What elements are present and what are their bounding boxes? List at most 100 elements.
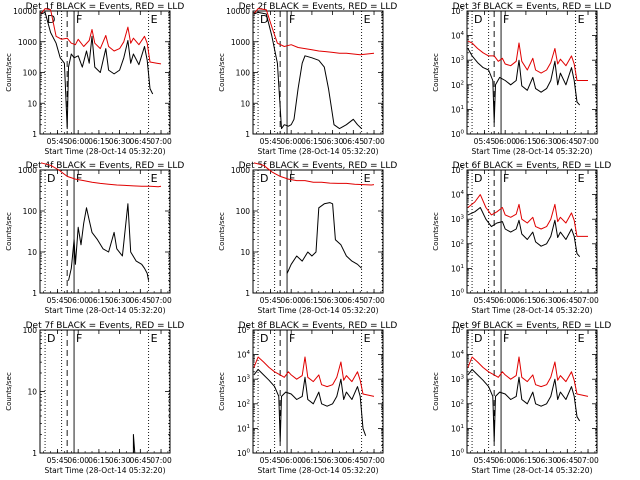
y-tick-exponent: 1 — [461, 424, 465, 430]
y-tick-exponent: 3 — [461, 215, 465, 221]
x-tick-label: 06:30 — [536, 137, 558, 146]
y-tick-base: 10 — [451, 215, 461, 224]
y-tick-label: 10 — [27, 388, 37, 397]
series-events-line — [467, 368, 581, 442]
panel-title: Det 5f BLACK = Events, RED = LLD — [239, 161, 398, 171]
detector-panel-1: Det 1f BLACK = Events, RED = LLD 1 10 100 10… — [5, 2, 184, 156]
series-events-line — [253, 11, 362, 130]
y-tick-label: 10000 — [226, 7, 250, 16]
plot-frame — [39, 10, 171, 135]
x-tick-label: 06:30 — [322, 137, 344, 146]
series-lld-line — [253, 8, 375, 56]
x-tick-label: 07:00 — [577, 137, 599, 146]
y-tick-label: 1 — [245, 130, 250, 139]
x-tick-label: 05:45 — [474, 456, 496, 465]
x-tick-label: 06:15 — [515, 137, 537, 146]
y-axis-label: Counts/sec — [218, 372, 226, 411]
marker-label: F — [76, 172, 82, 185]
y-tick-label: 101 — [451, 105, 464, 115]
y-tick-exponent: 1 — [247, 424, 251, 430]
y-tick-label: 103 — [237, 375, 251, 385]
y-tick-exponent: 0 — [461, 130, 465, 136]
x-tick-label: 05:45 — [47, 456, 69, 465]
y-tick-label: 1000 — [18, 38, 37, 47]
y-tick-base: 10 — [237, 424, 247, 433]
x-tick-label: 05:45 — [260, 137, 282, 146]
x-tick-label: 06:45 — [343, 296, 365, 305]
plot-frame — [252, 169, 384, 294]
marker-label: F — [289, 172, 295, 185]
y-tick-label: 101 — [237, 424, 250, 434]
marker-label: D — [47, 332, 55, 345]
y-tick-base: 10 — [451, 81, 461, 90]
x-axis-label: Start Time (28-Oct-14 05:32:20) — [257, 466, 378, 475]
y-tick-base: 10 — [451, 56, 461, 65]
y-tick-exponent: 2 — [461, 239, 465, 245]
x-tick-label: 06:45 — [130, 456, 152, 465]
y-tick-base: 10 — [451, 130, 461, 139]
y-tick-label: 10 — [240, 99, 250, 108]
x-tick-label: 05:45 — [474, 296, 496, 305]
x-tick-label: 06:45 — [343, 137, 365, 146]
y-axis-label: Counts/sec — [218, 53, 226, 92]
panel-title: Det 8f BLACK = Events, RED = LLD — [239, 321, 398, 331]
x-tick-label: 07:00 — [150, 137, 172, 146]
y-tick-exponent: 3 — [247, 375, 251, 381]
x-axis-label: Start Time (28-Oct-14 05:32:20) — [44, 466, 165, 475]
x-tick-label: 06:30 — [109, 296, 131, 305]
series-events-line — [286, 202, 362, 274]
x-tick-label: 06:15 — [301, 456, 323, 465]
x-tick-label: 07:00 — [363, 456, 385, 465]
marker-label: D — [474, 332, 482, 345]
marker-label: D — [260, 13, 268, 26]
plot-frame — [39, 169, 171, 294]
marker-label: F — [289, 13, 295, 26]
x-tick-label: 06:45 — [557, 296, 579, 305]
series-events-line — [253, 368, 367, 442]
plot-frame — [466, 329, 598, 454]
detector-panel-7: Det 7f BLACK = Events, RED = LLD 1 10 100 Co… — [5, 321, 184, 475]
y-axis-label: Counts/sec — [432, 212, 440, 251]
y-tick-exponent: 1 — [461, 105, 465, 111]
y-tick-base: 10 — [451, 375, 461, 384]
y-tick-base: 10 — [451, 191, 461, 200]
marker-label: E — [578, 332, 585, 345]
x-tick-label: 06:30 — [536, 456, 558, 465]
y-tick-label: 10 — [240, 248, 250, 257]
y-tick-label: 1000 — [231, 38, 250, 47]
x-tick-label: 06:00 — [67, 137, 89, 146]
y-tick-exponent: 5 — [461, 166, 465, 172]
marker-label: D — [474, 172, 482, 185]
y-tick-label: 100 — [237, 449, 251, 459]
series-events-line — [132, 434, 136, 454]
plot-frame — [466, 169, 598, 294]
detector-panel-3: Det 3f BLACK = Events, RED = LLD10010110… — [432, 2, 611, 156]
y-tick-label: 100 — [451, 289, 465, 299]
marker-label: F — [503, 13, 509, 26]
x-tick-label: 06:30 — [536, 296, 558, 305]
y-tick-label: 102 — [451, 239, 464, 249]
y-tick-label: 1 — [32, 130, 37, 139]
x-tick-label: 06:45 — [343, 456, 365, 465]
x-tick-label: 07:00 — [363, 296, 385, 305]
x-axis-label: Start Time (28-Oct-14 05:32:20) — [44, 147, 165, 156]
x-axis-label: Start Time (28-Oct-14 05:32:20) — [471, 466, 592, 475]
y-tick-base: 10 — [451, 240, 461, 249]
x-tick-label: 06:00 — [494, 137, 516, 146]
y-axis-label: Counts/sec — [432, 53, 440, 92]
y-tick-label: 1000 — [18, 166, 37, 175]
marker-label: F — [76, 13, 82, 26]
panel-title: Det 6f BLACK = Events, RED = LLD — [453, 161, 612, 171]
y-tick-exponent: 0 — [461, 289, 465, 295]
y-tick-base: 10 — [451, 449, 461, 458]
plot-frame — [39, 329, 171, 454]
x-tick-label: 06:45 — [130, 137, 152, 146]
series-lld-line — [253, 356, 375, 397]
x-tick-label: 06:00 — [280, 296, 302, 305]
y-tick-base: 10 — [451, 326, 461, 335]
y-tick-exponent: 2 — [247, 399, 251, 405]
series-lld-line — [40, 8, 162, 65]
x-axis-label: Start Time (28-Oct-14 05:32:20) — [471, 306, 592, 315]
marker-label: D — [260, 172, 268, 185]
